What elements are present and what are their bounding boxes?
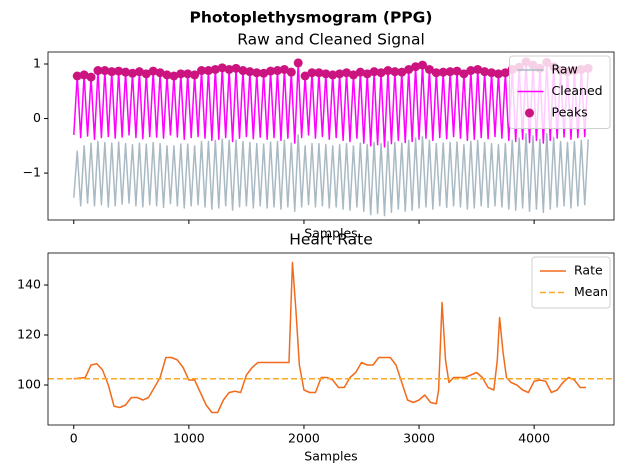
peak-point [162, 70, 172, 80]
peak-point [348, 70, 358, 80]
peak-point [466, 66, 476, 76]
peak-point [238, 66, 248, 76]
peak-point [107, 67, 117, 77]
peak-point [266, 66, 276, 76]
peak-point [203, 66, 213, 76]
axes-frame [47, 252, 615, 426]
peak-point [321, 69, 331, 79]
legend-label: Mean [574, 284, 608, 299]
peak-point [141, 69, 151, 79]
peak-point [431, 68, 441, 78]
legend-box [509, 55, 611, 129]
peak-point [224, 64, 234, 74]
peak-point [355, 67, 365, 77]
x-tick-label: 3000 [403, 431, 435, 446]
peak-point [473, 64, 483, 74]
peak-point [300, 71, 310, 81]
peak-point [390, 67, 400, 77]
peak-point [100, 66, 110, 76]
peak-point [376, 68, 386, 78]
peak-point [328, 70, 338, 80]
signal-line [73, 61, 589, 148]
peak-point [134, 67, 144, 77]
legend-label: Raw [552, 62, 578, 77]
peak-point [252, 68, 262, 78]
peak-point [500, 68, 510, 78]
peak-point [438, 67, 448, 77]
peak-point [197, 66, 207, 76]
peak-point [411, 62, 421, 72]
x-tick-label: 1000 [173, 431, 205, 446]
peak-point [417, 60, 427, 70]
peak-point [231, 63, 241, 73]
legend-marker [525, 108, 534, 118]
peak-point [459, 69, 469, 79]
x-axis-label: Samples [304, 226, 357, 241]
legend-label: Peaks [552, 105, 588, 120]
peak-point [183, 69, 193, 79]
peak-point [259, 68, 269, 78]
signal-line [73, 261, 586, 414]
x-tick-label: 0 [70, 431, 78, 446]
axes-frame [47, 51, 615, 221]
peak-point [121, 67, 131, 77]
peak-point [79, 70, 89, 80]
peak-point [293, 58, 303, 68]
signal-line [73, 133, 589, 217]
peak-point [487, 68, 497, 78]
peak-point [404, 64, 414, 74]
peak-point [445, 67, 455, 77]
peak-point [307, 68, 317, 78]
y-tick-label: 120 [17, 327, 41, 342]
x-tick-label: 2000 [288, 431, 320, 446]
peak-point [286, 67, 296, 77]
y-tick-label: 1 [33, 56, 41, 71]
peak-point [397, 67, 407, 77]
peak-point [190, 70, 200, 80]
peak-point [176, 69, 186, 79]
peak-point [245, 67, 255, 77]
legend-box [531, 256, 611, 309]
legend-label: Cleaned [552, 83, 603, 98]
peak-point [210, 64, 220, 74]
x-axis-label: Samples [304, 449, 357, 464]
peak-point [127, 68, 137, 78]
peak-point [114, 66, 124, 76]
peak-point [493, 69, 503, 79]
peak-point [424, 64, 434, 74]
peak-point [362, 69, 372, 79]
axes-title: Heart Rate [289, 231, 373, 249]
peak-point [72, 71, 82, 81]
peak-point [155, 68, 165, 78]
peak-point [369, 67, 379, 77]
peak-point [279, 64, 289, 74]
x-tick-label: 4000 [518, 431, 550, 446]
axes-title: Raw and Cleaned Signal [237, 31, 425, 49]
peak-point [452, 66, 462, 76]
y-tick-label: 140 [17, 277, 41, 292]
y-tick-label: 0 [33, 110, 41, 125]
peak-point [169, 71, 179, 81]
peak-point [383, 66, 393, 76]
figure-title: Photoplethysmogram (PPG) [190, 9, 433, 27]
peak-point [217, 63, 227, 73]
peak-point [480, 67, 490, 77]
peak-point [314, 68, 324, 78]
legend-label: Rate [574, 263, 603, 278]
peak-point [272, 66, 282, 76]
peak-point [335, 69, 345, 79]
peak-point [148, 66, 158, 76]
y-tick-label: −1 [23, 165, 41, 180]
peak-point [342, 68, 352, 78]
y-tick-label: 100 [17, 377, 41, 392]
plot-area [48, 261, 614, 414]
peak-point [93, 66, 103, 76]
peak-point [86, 72, 96, 82]
